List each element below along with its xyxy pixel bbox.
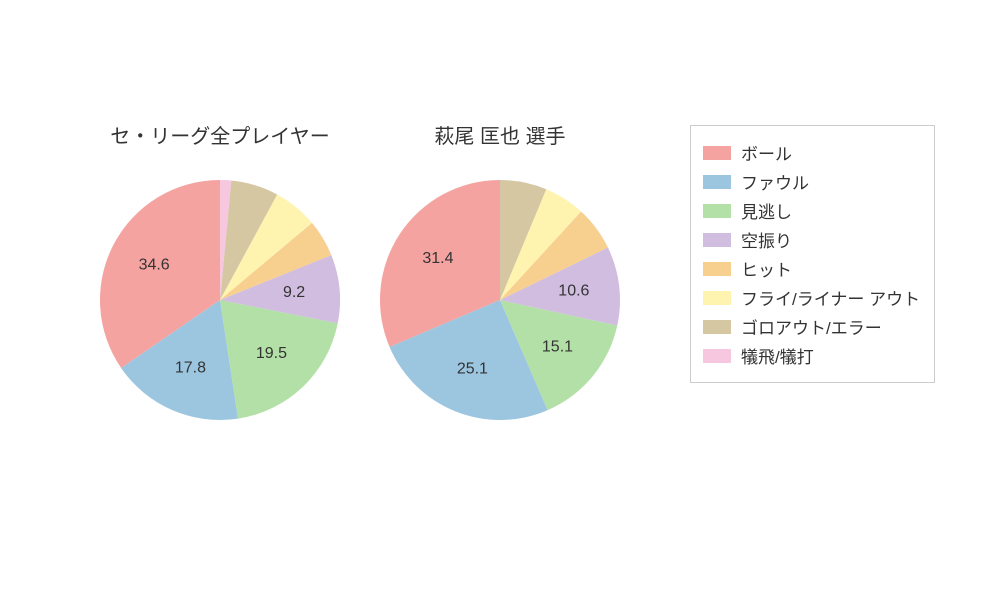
legend-item-look: 見逃し [703, 198, 920, 223]
legend-label-sac: 犠飛/犠打 [741, 343, 814, 368]
legend-label-hit: ヒット [741, 256, 792, 281]
legend-swatch-grounderr [703, 320, 731, 334]
slice-label-player-ball: 31.4 [422, 250, 453, 267]
legend-swatch-swing [703, 233, 731, 247]
legend-item-swing: 空振り [703, 227, 920, 252]
legend-label-ball: ボール [741, 140, 792, 165]
slice-label-player-look: 15.1 [542, 338, 573, 355]
legend-item-sac: 犠飛/犠打 [703, 343, 920, 368]
legend-item-flyliner: フライ/ライナー アウト [703, 285, 920, 310]
legend-swatch-foul [703, 175, 731, 189]
legend-label-grounderr: ゴロアウト/エラー [741, 314, 882, 339]
legend-item-grounderr: ゴロアウト/エラー [703, 314, 920, 339]
slice-label-player-swing: 10.6 [558, 282, 589, 299]
legend-swatch-look [703, 204, 731, 218]
legend-item-ball: ボール [703, 140, 920, 165]
legend-swatch-ball [703, 146, 731, 160]
legend-swatch-flyliner [703, 291, 731, 305]
legend-swatch-sac [703, 349, 731, 363]
slice-label-player-foul: 25.1 [457, 360, 488, 377]
chart-stage: セ・リーグ全プレイヤー34.617.819.59.2萩尾 匡也 選手31.425… [0, 0, 1000, 600]
legend-label-swing: 空振り [741, 227, 792, 252]
legend-swatch-hit [703, 262, 731, 276]
legend-label-foul: ファウル [741, 169, 809, 194]
legend-item-hit: ヒット [703, 256, 920, 281]
legend-label-flyliner: フライ/ライナー アウト [741, 285, 920, 310]
legend-item-foul: ファウル [703, 169, 920, 194]
legend: ボールファウル見逃し空振りヒットフライ/ライナー アウトゴロアウト/エラー犠飛/… [690, 125, 935, 383]
legend-label-look: 見逃し [741, 198, 792, 223]
